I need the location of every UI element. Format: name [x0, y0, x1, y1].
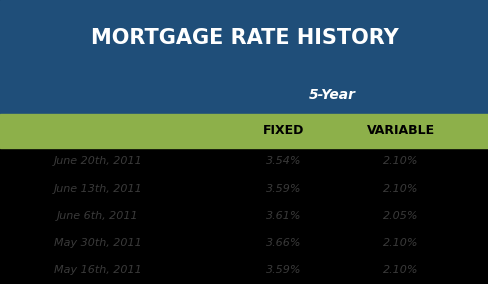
Text: June 20th, 2011: June 20th, 2011: [53, 156, 142, 166]
Text: June 13th, 2011: June 13th, 2011: [53, 183, 142, 194]
Text: MORTGAGE RATE HISTORY: MORTGAGE RATE HISTORY: [90, 28, 398, 48]
Text: 2.10%: 2.10%: [383, 265, 418, 275]
Text: 5-Year: 5-Year: [308, 88, 355, 102]
Text: 2.10%: 2.10%: [383, 183, 418, 194]
Text: May 16th, 2011: May 16th, 2011: [54, 265, 142, 275]
Text: June 6th, 2011: June 6th, 2011: [57, 211, 138, 221]
Text: 2.10%: 2.10%: [383, 238, 418, 248]
Text: 2.10%: 2.10%: [383, 156, 418, 166]
Text: 3.59%: 3.59%: [265, 265, 301, 275]
Text: 3.66%: 3.66%: [265, 238, 301, 248]
Text: 3.61%: 3.61%: [265, 211, 301, 221]
Text: VARIABLE: VARIABLE: [366, 124, 434, 137]
Text: 3.59%: 3.59%: [265, 183, 301, 194]
Text: May 30th, 2011: May 30th, 2011: [54, 238, 142, 248]
Text: 3.54%: 3.54%: [265, 156, 301, 166]
Text: FIXED: FIXED: [263, 124, 304, 137]
Text: 2.05%: 2.05%: [383, 211, 418, 221]
Bar: [0, 114, 488, 148]
Bar: [0, 0, 488, 114]
